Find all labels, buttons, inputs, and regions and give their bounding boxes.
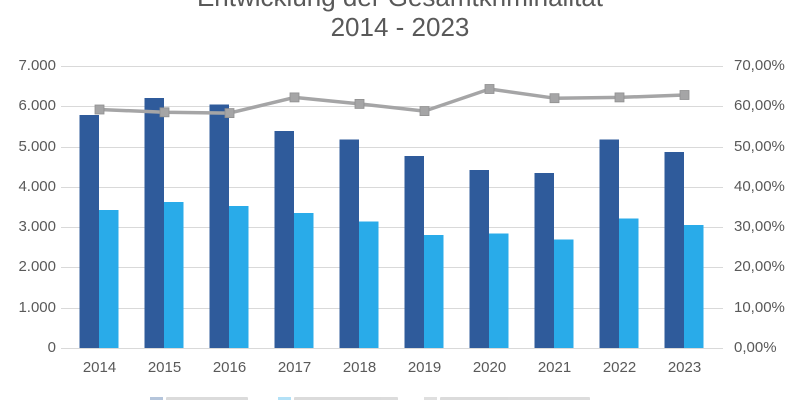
bar-light-blue-bars-2020 [489,233,509,348]
line-marker-2019 [419,106,430,116]
chart-title-line1: Entwicklung der Gesamtkriminalität [0,0,800,12]
legend-swatch-icon [278,397,291,400]
left-axis-label: 4.000 [18,177,56,195]
right-axis-label: 0,00% [734,339,777,356]
legend-swatch-icon [150,397,163,400]
bar-dark-blue-bars-2019 [404,156,424,348]
bar-light-blue-bars-2022 [619,218,639,348]
left-axis-label: 7.000 [18,57,56,74]
x-axis-label: 2017 [277,359,312,376]
line-marker-2015 [159,107,170,118]
x-axis-label: 2019 [407,359,442,376]
left-axis-label: 6.000 [18,97,56,115]
right-axis-label: 30,00% [734,218,785,236]
x-axis-label: 2014 [82,359,117,376]
bar-dark-blue-bars-2021 [534,173,554,348]
bar-dark-blue-bars-2017 [274,130,294,348]
bar-light-blue-bars-2019 [424,235,444,348]
line-marker-2017 [289,92,300,103]
bar-light-blue-bars-2015 [164,201,184,348]
left-axis-label: 1.000 [18,298,56,316]
bar-light-blue-bars-2014 [99,210,119,348]
line-marker-2014 [94,104,105,115]
x-axis-label: 2018 [342,359,377,376]
line-marker-2020 [484,84,495,94]
right-axis-label: 40,00% [734,177,785,195]
left-axis-label: 0 [47,339,56,356]
bar-dark-blue-bars-2023 [664,152,684,348]
bar-dark-blue-bars-2018 [339,139,359,348]
right-axis-label: 70,00% [734,57,785,74]
bar-dark-blue-bars-2016 [209,104,229,348]
trend-line [99,87,685,115]
bar-dark-blue-bars-2022 [599,139,619,348]
bar-light-blue-bars-2016 [229,205,249,348]
bar-light-blue-bars-2023 [684,225,704,348]
bar-dark-blue-bars-2014 [79,115,99,348]
x-axis-label: 2015 [147,359,182,376]
bar-light-blue-bars-2017 [294,213,314,348]
legend-label-clipped [440,397,590,400]
left-axis-label: 5.000 [18,137,56,155]
x-axis-label: 2023 [667,359,702,376]
right-axis-label: 10,00% [734,298,785,316]
line-marker-2022 [614,92,625,103]
x-axis-label: 2020 [472,359,507,376]
line-marker-2016 [224,108,235,118]
chart-title-line2: 2014 - 2023 [330,12,470,42]
bar-dark-blue-bars-2015 [144,97,164,348]
line-marker-2018 [354,99,365,109]
x-axis-label: 2021 [537,359,572,376]
right-axis-label: 50,00% [734,137,785,155]
bar-dark-blue-bars-2020 [469,169,489,348]
right-axis-label: 60,00% [734,97,785,115]
legend-label-clipped [294,397,398,400]
legend-swatch-icon [424,397,437,400]
bar-light-blue-bars-2018 [359,221,379,348]
x-axis-label: 2016 [212,359,247,376]
line-marker-2021 [549,93,560,104]
bar-light-blue-bars-2021 [554,239,574,348]
line-marker-2023 [679,90,690,100]
right-axis-label: 20,00% [734,258,785,276]
x-axis-label: 2022 [602,359,637,376]
legend-label-clipped [166,397,248,400]
left-axis-label: 2.000 [18,258,56,276]
left-axis-label: 3.000 [18,218,56,236]
